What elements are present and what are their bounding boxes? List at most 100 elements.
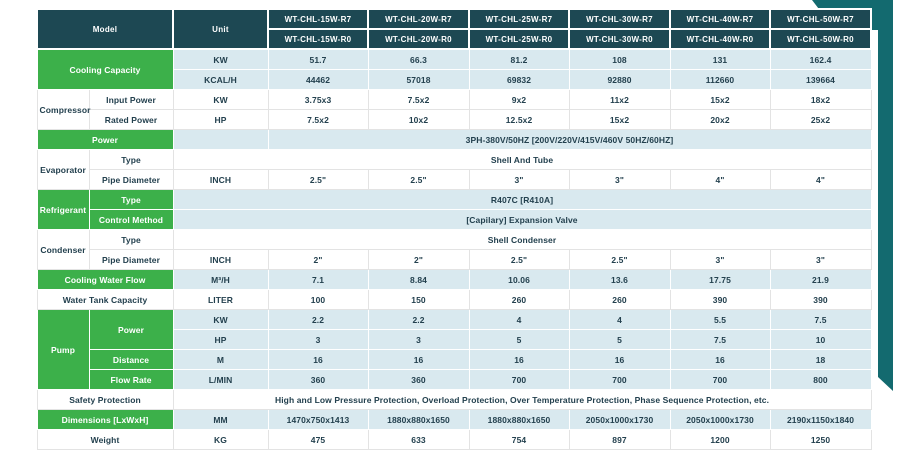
value-cell: 2.5" bbox=[267, 169, 369, 190]
group-label-compressor: Compressor bbox=[36, 89, 90, 130]
value-cell: 16 bbox=[468, 349, 570, 370]
group-label-refrigerant: Refrigerant bbox=[36, 189, 90, 230]
unit-cell: HP bbox=[172, 109, 269, 130]
value-cell: 9x2 bbox=[468, 89, 570, 110]
value-cell: 92880 bbox=[568, 69, 671, 90]
merged-value-cell: [Capilary] Expansion Valve bbox=[172, 209, 872, 230]
value-cell: 57018 bbox=[367, 69, 470, 90]
value-cell: 15x2 bbox=[669, 89, 771, 110]
value-cell: 4 bbox=[568, 309, 671, 330]
value-cell: 17.75 bbox=[669, 269, 771, 290]
value-cell: 16 bbox=[568, 349, 671, 370]
value-cell: 21.9 bbox=[769, 269, 872, 290]
table-row: Control Method [Capilary] Expansion Valve bbox=[37, 209, 872, 230]
value-cell: 162.4 bbox=[769, 48, 872, 70]
merged-value-cell: High and Low Pressure Protection, Overlo… bbox=[172, 389, 872, 410]
value-cell: 2050x1000x1730 bbox=[568, 409, 671, 430]
value-cell: 360 bbox=[267, 369, 369, 390]
value-cell: 25x2 bbox=[769, 109, 872, 130]
sub-label-input-power: Input Power bbox=[88, 89, 174, 110]
value-cell: 7.5x2 bbox=[367, 89, 470, 110]
value-cell: 3 bbox=[367, 329, 470, 350]
unit-cell: INCH bbox=[172, 249, 269, 270]
group-label-water-tank-capacity: Water Tank Capacity bbox=[36, 289, 174, 310]
value-cell: 260 bbox=[468, 289, 570, 310]
value-cell: 4" bbox=[769, 169, 872, 190]
group-label-safety-protection: Safety Protection bbox=[36, 389, 174, 410]
value-cell: 3" bbox=[568, 169, 671, 190]
unit-cell: MM bbox=[172, 409, 269, 430]
value-cell: 100 bbox=[267, 289, 369, 310]
merged-value-cell: Shell Condenser bbox=[172, 229, 872, 250]
value-cell: 4 bbox=[468, 309, 570, 330]
merged-value-cell: R407C [R410A] bbox=[172, 189, 872, 210]
value-cell: 5.5 bbox=[669, 309, 771, 330]
value-cell: 3" bbox=[468, 169, 570, 190]
table-row: Cooling Capacity KW 51.7 66.3 81.2 108 131 162.… bbox=[36, 48, 872, 90]
model-name-wt-chl-25w-r0: WT-CHL-25W-R0 bbox=[468, 28, 571, 50]
table-row: KCAL/H 44462 57018 69832 92880 112660 139664 bbox=[37, 69, 872, 90]
model-name-wt-chl-50w-r7: WT-CHL-50W-R7 bbox=[769, 8, 873, 30]
model-name-wt-chl-20w-r0: WT-CHL-20W-R0 bbox=[367, 28, 471, 50]
value-cell: 7.1 bbox=[267, 269, 369, 290]
table-row: Distance M 16 16 16 16 16 18 bbox=[37, 349, 872, 370]
table-row: Pipe Diameter INCH 2" 2" 2.5" 2.5" 3" 3" bbox=[37, 249, 872, 270]
sub-label-type: Type bbox=[88, 189, 174, 210]
unit-cell bbox=[172, 129, 269, 150]
value-cell: 2.2 bbox=[267, 309, 369, 330]
value-cell: 475 bbox=[267, 429, 369, 450]
value-cell: 700 bbox=[568, 369, 671, 390]
unit-header-cell: Unit bbox=[172, 8, 270, 50]
table-row: Refrigerant Type R407C [R410A] bbox=[36, 189, 872, 230]
unit-cell: M bbox=[172, 349, 269, 370]
value-cell: 3" bbox=[769, 249, 872, 270]
table-row: Condenser Type Shell Condenser bbox=[36, 229, 872, 270]
value-cell: 3 bbox=[267, 329, 369, 350]
value-cell: 5 bbox=[568, 329, 671, 350]
value-cell: 1880x880x1650 bbox=[468, 409, 570, 430]
value-cell: 3.75x3 bbox=[267, 89, 369, 110]
sub-label-pipe-diameter: Pipe Diameter bbox=[88, 249, 174, 270]
value-cell: 1250 bbox=[769, 429, 872, 450]
value-cell: 2050x1000x1730 bbox=[669, 409, 771, 430]
value-cell: 754 bbox=[468, 429, 570, 450]
value-cell: 700 bbox=[468, 369, 570, 390]
table-row: Water Tank Capacity LITER 100 150 260 260 390 3… bbox=[36, 289, 872, 310]
table-row: Rated Power HP 7.5x2 10x2 12.5x2 15x2 20x2 25x2 bbox=[37, 109, 872, 130]
sub-label-distance: Distance bbox=[88, 349, 174, 370]
table-row: Evaporator Type Shell And Tube bbox=[36, 149, 872, 190]
value-cell: 360 bbox=[367, 369, 470, 390]
value-cell: 15x2 bbox=[568, 109, 671, 130]
value-cell: 10.06 bbox=[468, 269, 570, 290]
sub-label-flow-rate: Flow Rate bbox=[88, 369, 174, 390]
model-name-wt-chl-40w-r0: WT-CHL-40W-R0 bbox=[669, 28, 772, 50]
model-name-wt-chl-20w-r7: WT-CHL-20W-R7 bbox=[367, 8, 471, 30]
merged-value-cell: Shell And Tube bbox=[172, 149, 872, 170]
value-cell: 2.2 bbox=[367, 309, 470, 330]
unit-cell: INCH bbox=[172, 169, 269, 190]
unit-cell: LITER bbox=[172, 289, 269, 310]
value-cell: 7.5 bbox=[769, 309, 872, 330]
value-cell: 108 bbox=[568, 48, 671, 70]
value-cell: 2.5" bbox=[367, 169, 470, 190]
group-label-cooling-capacity: Cooling Capacity bbox=[36, 48, 174, 90]
unit-cell: L/MIN bbox=[172, 369, 269, 390]
value-cell: 2.5" bbox=[568, 249, 671, 270]
value-cell: 12.5x2 bbox=[468, 109, 570, 130]
chiller-spec-table: Model Unit WT-CHL-15W-R7 WT-CHL-20W-R7 WT-CH… bbox=[35, 8, 873, 450]
value-cell: 700 bbox=[669, 369, 771, 390]
sub-label-type: Type bbox=[88, 229, 174, 250]
spec-table-container: Model Unit WT-CHL-15W-R7 WT-CHL-20W-R7 WT-CH… bbox=[35, 8, 873, 450]
value-cell: 800 bbox=[769, 369, 872, 390]
unit-cell: HP bbox=[172, 329, 269, 350]
value-cell: 150 bbox=[367, 289, 470, 310]
value-cell: 20x2 bbox=[669, 109, 771, 130]
group-label-condenser: Condenser bbox=[36, 229, 90, 270]
group-label-pump: Pump bbox=[36, 309, 90, 390]
value-cell: 10x2 bbox=[367, 109, 470, 130]
value-cell: 4" bbox=[669, 169, 771, 190]
value-cell: 69832 bbox=[468, 69, 570, 90]
value-cell: 2" bbox=[267, 249, 369, 270]
value-cell: 16 bbox=[669, 349, 771, 370]
